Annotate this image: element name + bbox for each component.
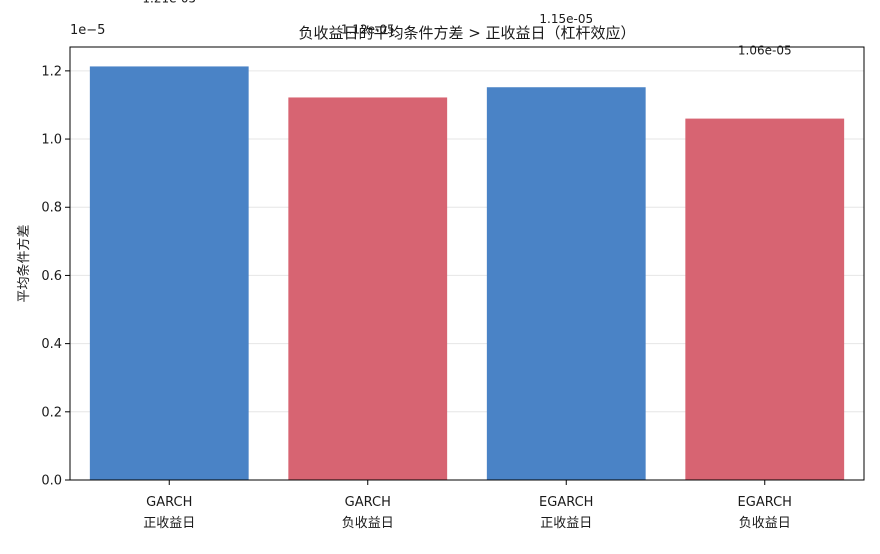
- y-tick-label: 0.2: [41, 405, 62, 420]
- y-axis-offset-label: 1e−5: [70, 23, 105, 38]
- bar-value-label: 1.21e-05: [142, 0, 196, 5]
- x-tick-label-sign: 正收益日: [143, 516, 195, 531]
- x-tick-label-model: EGARCH: [738, 495, 792, 510]
- x-axis-ticks: GARCH 正收益日 GARCH 负收益日 EGARCH 正收益日 EGARCH 负收益日: [143, 480, 792, 531]
- chart-title: 负收益日的平均条件方差 > 正收益日（杠杆效应）: [298, 24, 635, 42]
- y-tick-label: 0.0: [41, 474, 62, 489]
- bar: [288, 97, 448, 480]
- y-axis-label: 平均条件方差: [16, 224, 32, 302]
- y-tick-label: 1.2: [41, 64, 62, 79]
- bar: [89, 66, 249, 480]
- x-tick-label-sign: 负收益日: [342, 516, 394, 531]
- bar-value-label: 1.12e-05: [341, 22, 395, 36]
- y-axis-ticks: 0.0 0.2 0.4 0.6 0.8 1.0 1.2: [41, 64, 70, 489]
- x-tick-label-model: EGARCH: [539, 495, 593, 510]
- x-tick-label-model: GARCH: [146, 495, 192, 510]
- x-tick-label-model: GARCH: [345, 495, 391, 510]
- y-tick-label: 1.0: [41, 133, 62, 148]
- bar-value-label: 1.06e-05: [738, 44, 792, 58]
- plot-frame: [69, 46, 865, 481]
- bar: [685, 118, 845, 481]
- y-tick-label: 0.8: [41, 201, 62, 216]
- bar-layer: [89, 66, 845, 481]
- x-tick-label-sign: 正收益日: [540, 516, 592, 531]
- data-label-layer: 1.21e-05 1.12e-05 1.15e-05 1.06e-05: [142, 0, 791, 58]
- x-tick-label-sign: 负收益日: [739, 516, 791, 531]
- y-tick-label: 0.6: [41, 269, 62, 284]
- bar-value-label: 1.15e-05: [539, 12, 593, 26]
- y-tick-label: 0.4: [41, 337, 62, 352]
- bar: [486, 87, 646, 480]
